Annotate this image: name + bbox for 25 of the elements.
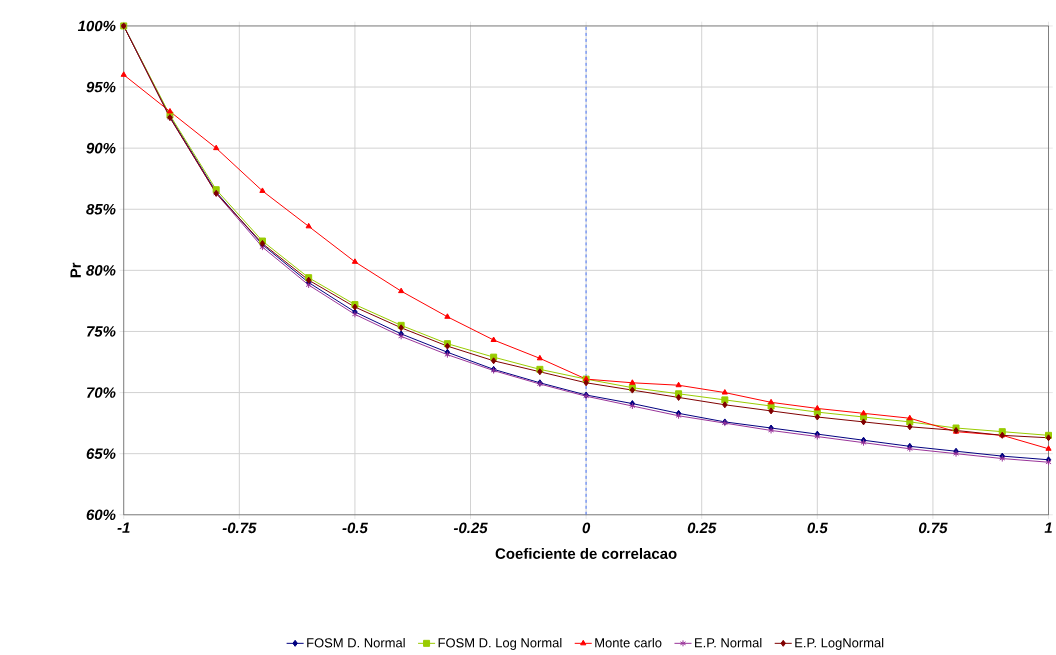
x-tick-label: -0.75 bbox=[222, 522, 257, 533]
x-tick-label: -0.25 bbox=[453, 522, 488, 533]
legend-label: E.P. LogNormal bbox=[795, 637, 884, 650]
legend-label: FOSM D. Log Normal bbox=[438, 637, 562, 650]
y-tick-label: 70% bbox=[87, 387, 116, 398]
x-tick-label: 0 bbox=[582, 522, 591, 533]
y-tick-label: 95% bbox=[86, 81, 116, 93]
y-tick-label: 100% bbox=[77, 20, 116, 32]
y-tick-label: 65% bbox=[86, 448, 116, 459]
x-tick-label: 0.75 bbox=[918, 522, 948, 533]
x-axis-title: Coeficiente de correlacao bbox=[495, 547, 677, 559]
y-tick-label: 90% bbox=[86, 142, 116, 154]
x-tick-label: -0.5 bbox=[342, 522, 368, 533]
y-tick-label: 85% bbox=[86, 203, 116, 215]
legend-label: E.P. Normal bbox=[695, 637, 762, 648]
y-axis-title: Pr bbox=[70, 262, 81, 278]
y-tick-label: 80% bbox=[86, 264, 116, 276]
legend-label: Monte carlo bbox=[595, 637, 662, 648]
x-tick-label: 0.5 bbox=[807, 522, 828, 533]
y-tick-label: 60% bbox=[86, 509, 116, 520]
x-tick-label: -1 bbox=[117, 522, 130, 533]
legend-label: FOSM D. Normal bbox=[307, 637, 405, 648]
x-tick-label: 0.25 bbox=[687, 522, 717, 533]
y-tick-label: 75% bbox=[87, 325, 116, 337]
x-tick-label: 1 bbox=[1044, 522, 1052, 533]
